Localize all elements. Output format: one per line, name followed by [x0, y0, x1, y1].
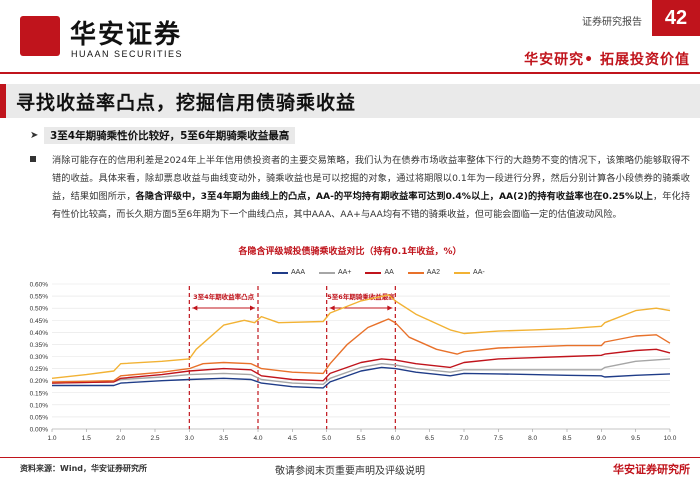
x-tick-label: 2.0: [116, 435, 125, 442]
x-tick-label: 3.0: [185, 435, 194, 442]
y-tick-label: 0.35%: [30, 342, 49, 349]
x-tick-label: 2.5: [150, 435, 159, 442]
legend-item-aa: AA: [365, 269, 394, 276]
logo-text: 华安证券: [70, 20, 183, 50]
x-tick-label: 4.0: [253, 435, 262, 442]
annotation-label: 5至6年期骑乘收益最高: [327, 292, 395, 301]
x-tick-label: 5.0: [322, 435, 331, 442]
footer-divider: [0, 457, 700, 458]
x-tick-label: 6.5: [425, 435, 434, 442]
logo-mark-icon: [20, 16, 60, 56]
y-tick-label: 0.60%: [30, 282, 49, 289]
x-tick-label: 7.5: [494, 435, 503, 442]
chart-legend: AAA AA+ AA AA2 AA-: [272, 269, 485, 276]
y-tick-label: 0.40%: [30, 330, 49, 337]
key-point: ➤ 3至4年期骑乘性价比较好，5至6年期骑乘收益最高: [30, 127, 296, 144]
legend-item-aa-plus: AA+: [319, 269, 351, 276]
y-tick-label: 0.05%: [30, 414, 49, 421]
y-tick-label: 0.10%: [30, 402, 49, 409]
series-line-aa-plus: [51, 358, 671, 385]
y-tick-label: 0.50%: [30, 306, 49, 313]
title-accent: [0, 84, 6, 118]
x-tick-label: 7.0: [459, 435, 468, 442]
report-type: 证券研究报告: [582, 17, 642, 28]
data-source: 资料来源：Wind，华安证券研究所: [20, 464, 147, 473]
y-tick-label: 0.00%: [30, 427, 49, 434]
series-line-aa-minus: [51, 294, 671, 379]
series-line-aa2: [51, 318, 671, 383]
x-tick-label: 5.5: [356, 435, 365, 442]
logo-english: HUAAN SECURITIES: [71, 49, 184, 59]
paragraph-part-1: 消除可能存在的信用利差是2024年上半年信用债投资者的主要交易策略，我们认为在债…: [52, 155, 690, 202]
y-tick-label: 0.45%: [30, 318, 49, 325]
y-tick-label: 0.15%: [30, 390, 49, 397]
page-number: 42: [652, 0, 700, 36]
x-tick-label: 9.0: [597, 435, 606, 442]
annotation-arrow-left-icon: [192, 305, 198, 311]
section-title-bar: 寻找收益率凸点，挖掘信用债骑乘收益: [0, 84, 700, 118]
annotation-arrow-left-icon: [329, 305, 335, 311]
series-line-aaa: [52, 366, 671, 389]
x-tick-label: 3.5: [219, 435, 228, 442]
key-point-text: 3至4年期骑乘性价比较好，5至6年期骑乘收益最高: [44, 127, 296, 144]
x-tick-label: 9.5: [631, 435, 640, 442]
riding-yield-chart: 0.00% 0.05% 0.10% 0.15% 0.20% 0.25% 0.30% 0.35%…: [30, 282, 677, 443]
legend-item-aaa: AAA: [272, 269, 305, 276]
annotation-arrow-right-icon: [250, 305, 255, 311]
chart-title: 各隐含评级城投债骑乘收益对比（持有0.1年收益，%）: [238, 247, 462, 257]
paragraph-part-2: ，年化持有性价比较高，而长久期方面5至6年期为下一个曲线凸点，其中AAA、AA+…: [52, 191, 691, 220]
disclaimer-link[interactable]: 敬请参阅末页重要声明及评级说明: [275, 466, 425, 477]
x-tick-label: 8.0: [528, 435, 537, 442]
x-tick-label: 1.5: [82, 435, 91, 442]
y-tick-label: 0.55%: [30, 294, 49, 301]
annotation-label: 3至4年期收益率凸点: [193, 292, 255, 301]
square-bullet-icon: [30, 156, 36, 162]
series-line-aa: [51, 348, 671, 384]
legend-item-aa2: AA2: [407, 269, 440, 276]
x-tick-label: 8.5: [562, 435, 571, 442]
arrow-bullet-icon: ➤: [30, 130, 39, 141]
legend-item-aa-minus: AA-: [454, 269, 485, 276]
annotation-arrow-right-icon: [387, 305, 393, 311]
header-slogan: 华安研究• 拓展投资价值: [524, 52, 690, 68]
y-tick-label: 0.20%: [30, 378, 49, 385]
footer-brand: 华安证券研究所: [613, 463, 690, 476]
y-tick-label: 0.25%: [30, 366, 49, 373]
y-tick-label: 0.30%: [30, 354, 49, 361]
x-tick-label: 1.0: [47, 435, 56, 442]
x-tick-label: 6.0: [391, 435, 400, 442]
section-title: 寻找收益率凸点，挖掘信用债骑乘收益: [16, 92, 357, 114]
paragraph-bold: 各隐含评级中，3至4年期为曲线上的凸点，AA-的平均持有期收益率可达到0.4%以…: [135, 191, 653, 202]
header-divider: [0, 72, 700, 74]
paragraph-text: 消除可能存在的信用利差是2024年上半年信用债投资者的主要交易策略，我们认为在债…: [52, 152, 690, 224]
x-tick-label: 4.5: [288, 435, 297, 442]
x-tick-label: 10.0: [664, 435, 677, 442]
